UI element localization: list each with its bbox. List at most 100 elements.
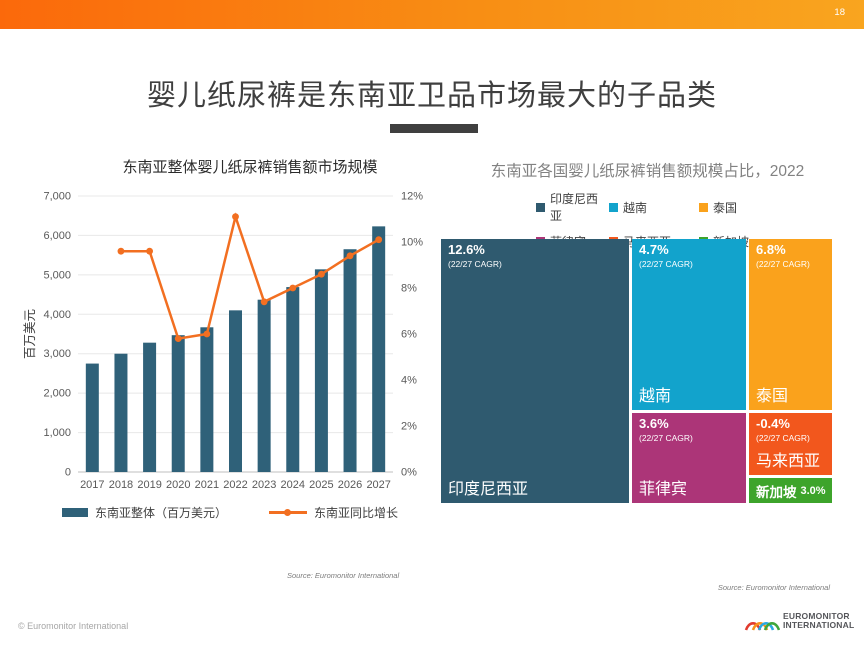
cagr-note-vietnam: (22/27 CAGR) [639,259,693,269]
y-axis-tick-left: 5,000 [43,269,71,281]
y-axis-tick-left: 3,000 [43,348,71,360]
bar-series-swatch [61,508,88,517]
growth-point-2024 [289,284,297,292]
logo-arches-icon [744,622,780,631]
bar-2025 [314,269,328,472]
growth-point-2026 [346,252,354,260]
treemap-block-singapore: 新加坡 3.0% [749,478,832,503]
logo-text: EUROMONITOR INTERNATIONAL [783,610,855,631]
y-axis-tick-right: 12% [401,191,423,203]
y-axis-tick-right: 8% [401,283,417,295]
y-axis-tick-left: 6,000 [43,230,71,242]
country-label-malaysia: 马来西亚 [756,453,821,470]
treemap-inline-label: 新加坡 3.0% [749,478,832,503]
treemap-block-indonesia: 12.6% (22/27 CAGR) 印度尼西亚 [441,239,629,503]
y-axis-tick-right: 0% [401,467,417,479]
growth-point-2022 [232,213,239,221]
left-chart-legend: 东南亚整体（百万美元） 东南亚同比增长 [20,504,440,521]
left-chart-title: 东南亚整体婴儿纸尿裤销售额市场规模 [122,159,378,176]
bar-2024 [286,287,300,472]
cagr-value-vietnam: 4.7% [639,242,669,257]
x-axis-tick: 2027 [366,479,390,491]
bar-series-label: 东南亚整体（百万美元） [94,506,227,520]
x-axis-tick: 2019 [137,479,161,491]
x-axis-tick: 2017 [80,479,104,491]
legend-swatch-vietnam [609,202,618,212]
header-bar [0,0,864,29]
x-axis-tick: 2023 [252,479,276,491]
line-series-label: 东南亚同比增长 [314,506,399,520]
y-axis-tick-right: 2% [401,421,417,433]
treemap-block-vietnam: 4.7% (22/27 CAGR) 越南 [632,239,746,410]
legend-label-thailand: 泰国 [713,200,738,215]
treemap: 12.6% (22/27 CAGR) 印度尼西亚 4.7% (22/27 CAGR) 越南… [441,239,832,503]
right-chart-title: 东南亚各国婴儿纸尿裤销售额规模占比，2022 [490,163,805,180]
bar-2020 [171,335,185,472]
x-axis-tick: 2024 [281,479,305,491]
country-label-singapore: 新加坡 [756,484,797,500]
growth-point-2018 [117,247,125,255]
euromonitor-logo: EUROMONITOR INTERNATIONAL [744,610,854,632]
line-series-swatch [269,509,307,517]
legend-label-vietnam: 越南 [623,200,648,215]
line-series-marker [284,509,291,517]
y-axis-tick-right: 10% [401,237,423,249]
cagr-note-thailand: (22/27 CAGR) [756,259,810,269]
cagr-note-malaysia: (22/27 CAGR) [756,433,810,443]
logo-text-line1: EUROMONITOR [783,610,850,621]
legend-swatch-indonesia [536,202,545,212]
growth-line [120,212,380,341]
bar-2026 [343,249,357,472]
growth-point-2019 [146,247,153,255]
bar-2019 [143,342,157,472]
y-axis-label: 百万美元 [23,309,37,359]
y-axis-tick-left: 2,000 [43,388,71,400]
legend-item-line-series: 东南亚同比增长 [269,504,398,521]
bar-2021 [200,327,214,472]
cagr-value-indonesia: 12.6% [448,242,485,257]
bar-2023 [257,299,271,472]
treemap-block-philippines: 3.6% (22/27 CAGR) 菲律宾 [632,413,746,503]
x-axis-tick: 2018 [109,479,133,491]
bar-2018 [114,353,128,472]
title-underline [390,124,478,133]
cagr-value-malaysia: -0.4% [756,416,790,431]
treemap-block-thailand: 6.8% (22/27 CAGR) 泰国 [749,239,832,410]
right-chart-source: Source: Euromonitor International [717,583,830,592]
growth-point-2027 [375,236,383,244]
y-axis-tick-left: 4,000 [43,309,71,321]
copyright: © Euromonitor International [18,621,129,631]
bar-2027 [372,226,386,472]
x-axis-tick: 2025 [309,479,333,491]
bar-2017 [85,363,99,472]
country-label-indonesia: 印度尼西亚 [448,481,529,498]
bar-2022 [229,310,242,472]
legend-swatch-thailand [699,202,708,212]
cagr-value-thailand: 6.8% [756,242,786,257]
cagr-value-philippines: 3.6% [639,416,669,431]
legend-item-bar-series: 东南亚整体（百万美元） [61,504,227,521]
country-label-philippines: 菲律宾 [639,481,688,498]
y-axis-tick-right: 4% [401,375,417,387]
x-axis-tick: 2021 [195,479,219,491]
cagr-note-philippines: (22/27 CAGR) [639,433,693,443]
y-axis-tick-left: 7,000 [43,191,71,203]
legend-item-thailand: 泰国 [699,190,749,224]
growth-point-2025 [318,270,325,278]
page-number: 18 [834,7,845,18]
legend-label-indonesia: 印度尼西亚 [550,192,599,223]
country-label-vietnam: 越南 [639,388,672,405]
x-axis-tick: 2022 [223,479,247,491]
slide-title: 婴儿纸尿裤是东南亚卫品市场最大的子品类 [146,80,717,112]
logo-text-line2: INTERNATIONAL [783,620,855,630]
country-label-thailand: 泰国 [756,388,789,405]
x-axis-tick: 2026 [338,479,362,491]
treemap-block-malaysia: -0.4% (22/27 CAGR) 马来西亚 [749,413,832,475]
growth-point-2020 [174,335,182,342]
y-axis-tick-right: 6% [401,329,417,341]
cagr-note-indonesia: (22/27 CAGR) [448,259,502,269]
x-axis-tick: 2020 [166,479,190,491]
growth-point-2021 [203,330,211,338]
legend-item-indonesia: 印度尼西亚 [536,190,609,224]
cagr-value-singapore: 3.0% [800,484,826,497]
